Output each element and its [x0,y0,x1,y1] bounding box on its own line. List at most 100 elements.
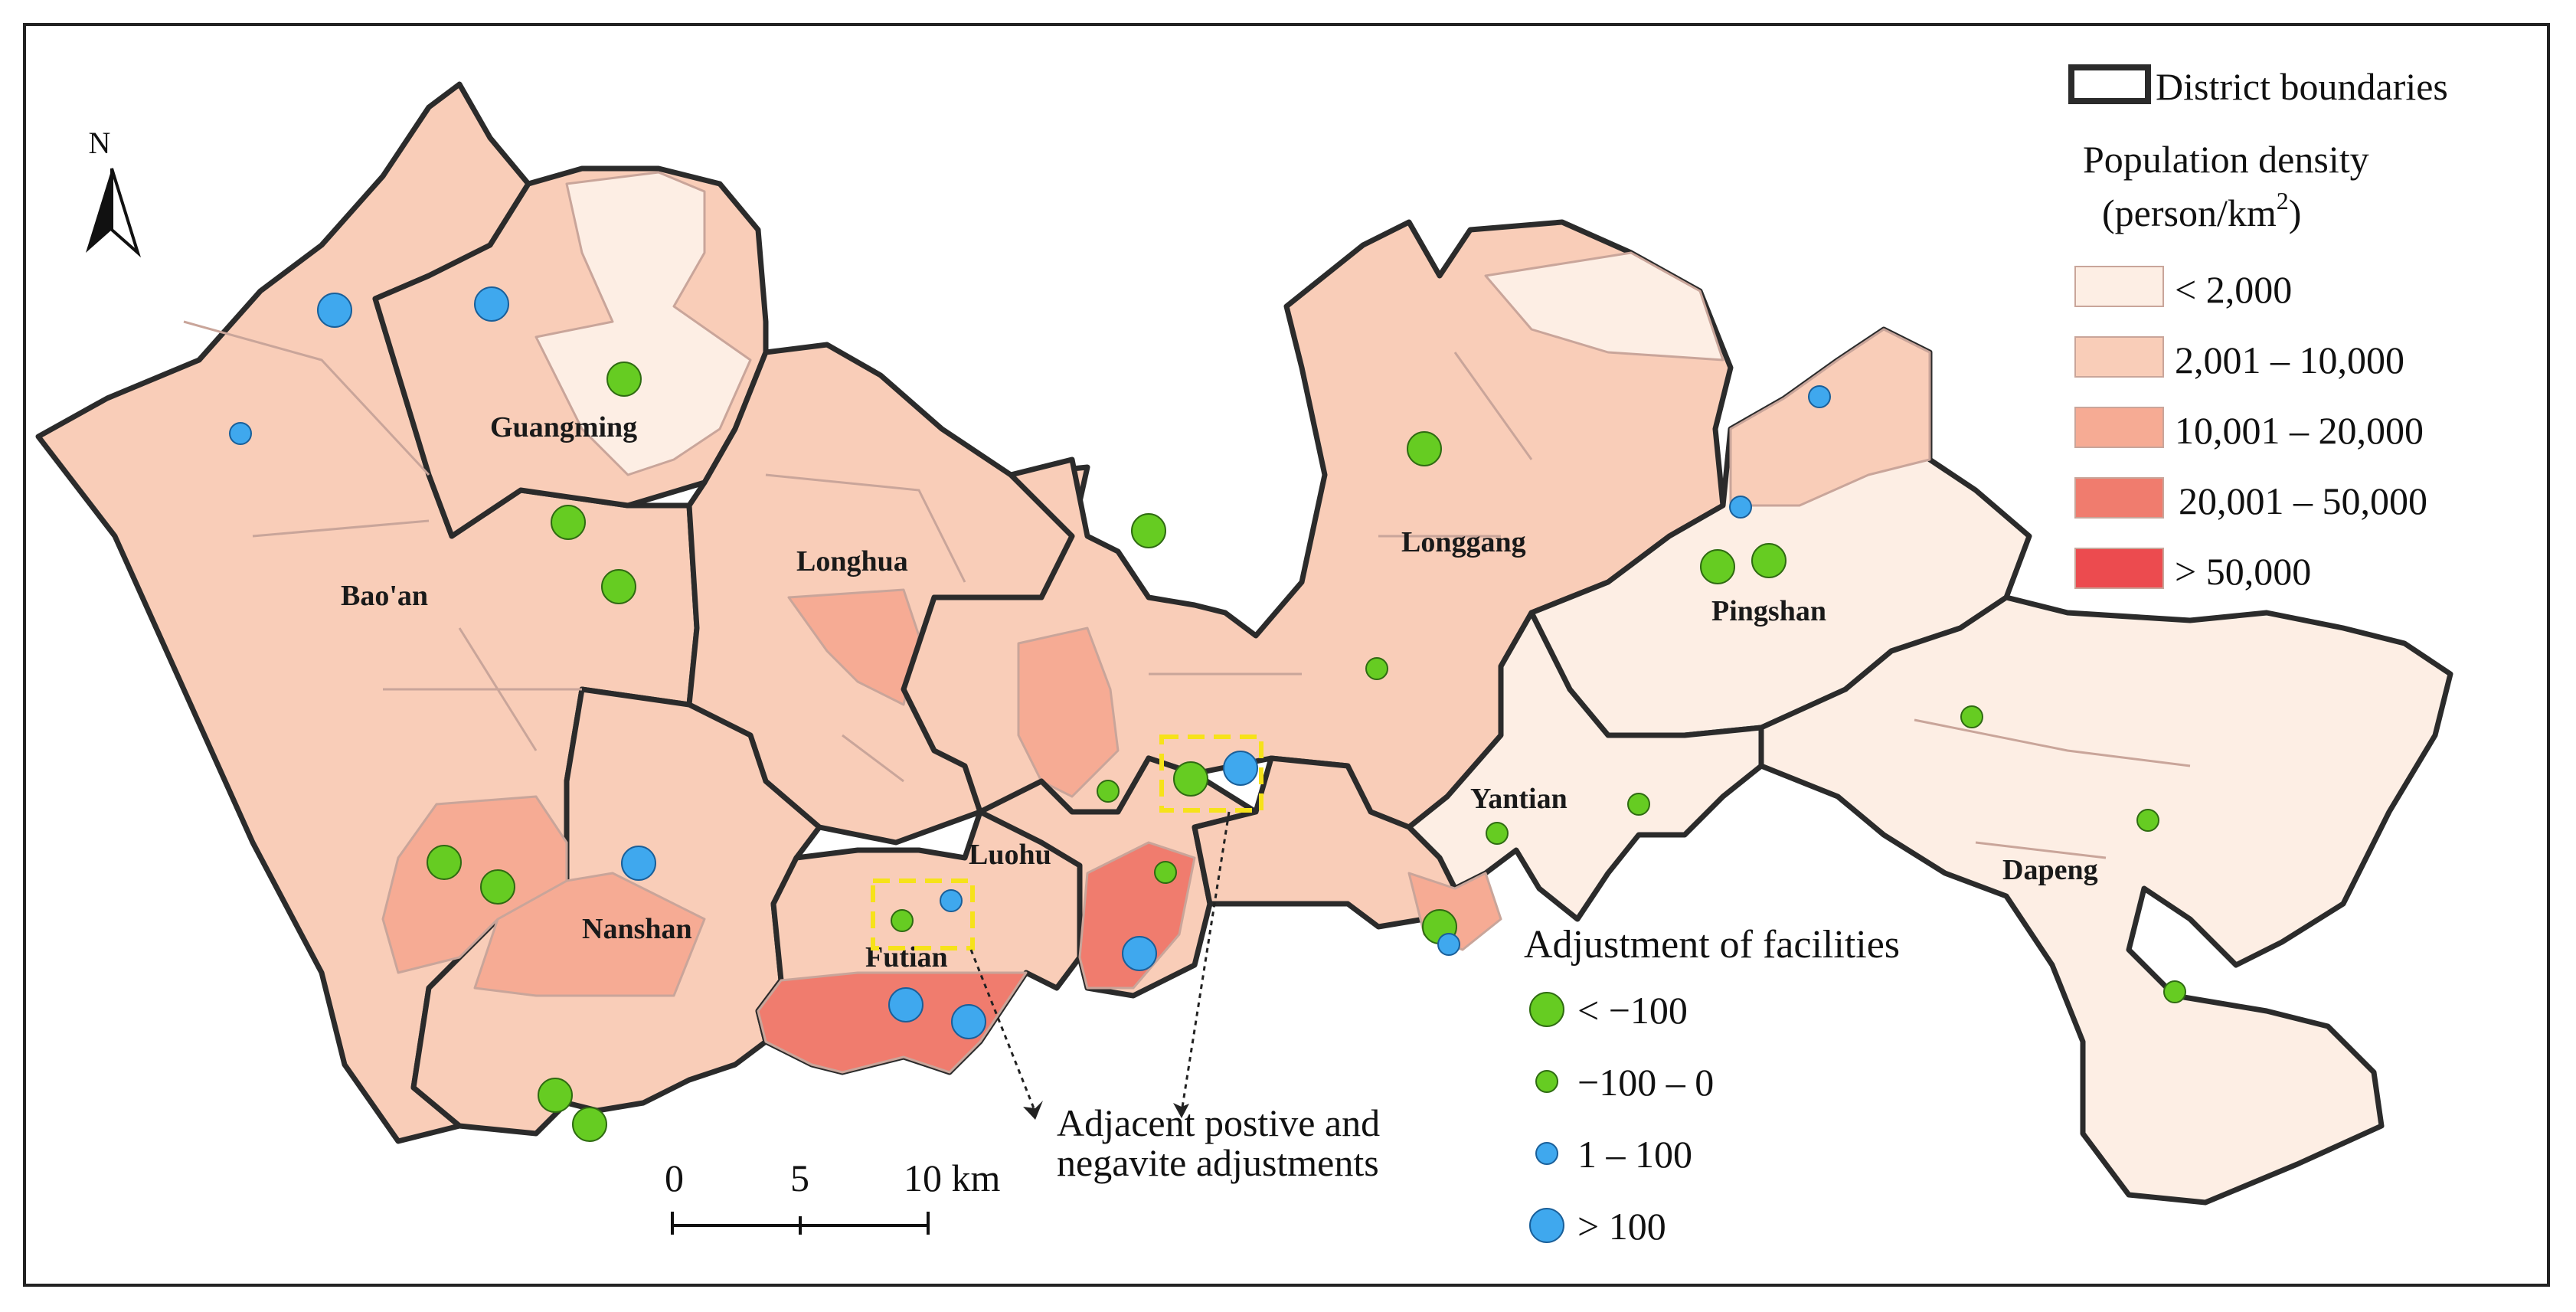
guangming-low-density-zone [534,171,752,476]
facility-positive-small [940,889,963,912]
legend-density-unit-close: ) [2289,191,2302,234]
baoan-mid-density-zone [381,795,568,974]
facility-negative-large [551,505,586,540]
nanshan-mid-density-zone [473,872,706,997]
highlight-box-longgang [1159,735,1263,813]
legend-density-swatch-2 [2074,336,2164,378]
legend-facility-class-4: > 100 [1577,1205,1666,1248]
label-longgang: Longgang [1401,526,1526,558]
longgang-low-density-zone [1484,251,1724,362]
legend-density-swatch-1 [2074,266,2164,307]
facility-negative-small [1960,705,1983,728]
annotation-line2: negavite adjustments [1057,1141,1379,1184]
facility-negative-large [538,1078,573,1113]
map-frame [23,23,2550,1287]
label-longhua: Longhua [796,545,908,577]
legend-density-swatch-5 [2074,548,2164,589]
legend-density-title-1: Population density [2083,138,2369,181]
legend-facility-class-1: < −100 [1577,989,1688,1032]
facility-negative-large [1173,761,1208,797]
facility-positive-large [1223,751,1258,786]
legend-density-class-3: 10,001 – 20,000 [2175,409,2424,452]
legend-facility-symbol-3 [1535,1142,1558,1165]
highlight-boxes [871,735,1263,950]
facility-negative-small [1097,780,1120,803]
scale-bar [671,1212,930,1235]
facility-positive-large [951,1004,986,1039]
facility-positive-large [1122,936,1157,971]
legend-facility-class-3: 1 – 100 [1577,1133,1692,1176]
legend-facilities: Adjustment of facilities < −100 −100 – 0… [1524,923,1900,1248]
facility-positive-small [1437,933,1460,956]
legend-boundary-swatch [2068,64,2151,104]
arrowhead-longgang [1173,1103,1189,1118]
facility-negative-large [601,569,636,604]
facility-negative-small [891,909,914,932]
legend-density-title-2: (person/km2) [2102,187,2301,234]
arrow-heads [1023,1101,1189,1120]
annotation-arrows [969,811,1231,1113]
subdistrict-lines [183,320,2191,859]
legend-density-class-2: 2,001 – 10,000 [2175,339,2404,381]
facility-negative-small [1486,822,1509,845]
north-arrow: N [86,126,142,258]
pingshan-upper-zone [1729,328,1931,507]
arrow-futian [969,949,1037,1113]
facility-negative-small [2136,809,2159,832]
label-yantian: Yantian [1470,783,1568,815]
legend-boundary-label: District boundaries [2156,65,2448,108]
facility-negative-small [1627,793,1650,816]
legend-density-swatch-4 [2074,477,2164,519]
label-guangming: Guangming [490,411,637,443]
scale-tick-5: 5 [790,1157,809,1199]
facility-symbols-positive [229,286,1831,1039]
legend-density: District boundaries Population density (… [2068,64,2448,593]
arrowhead-futian [1023,1101,1043,1120]
facility-positive-small [229,422,252,445]
north-arrow-left-half [86,168,112,253]
legend-facility-symbol-2 [1535,1070,1558,1093]
facility-positive-small [1808,385,1831,408]
label-luohu: Luohu [969,839,1051,871]
district-polygons [35,81,2453,1206]
legend-density-swatch-3 [2074,407,2164,448]
district-labels: Guangming Bao'an Longhua Longgang Pingsh… [341,411,2098,973]
facility-negative-large [606,362,642,397]
facility-negative-small [1154,861,1177,884]
facility-positive-large [474,286,509,322]
legend-facility-symbol-4 [1529,1208,1564,1243]
facility-negative-large [1407,431,1442,466]
annotation-line1: Adjacent postive and [1057,1101,1380,1144]
legend-density-class-5: > 50,000 [2175,550,2311,593]
highlight-box-futian [871,878,975,950]
facility-negative-large [427,845,462,880]
facility-positive-large [621,846,656,881]
scale-tick-10: 10 km [904,1157,1001,1199]
facility-negative-small [2163,980,2186,1003]
label-nanshan: Nanshan [582,913,692,945]
facility-negative-large [1700,549,1735,584]
legend-facility-class-2: −100 – 0 [1577,1061,1714,1104]
legend-density-class-4: 20,001 – 50,000 [2179,479,2427,522]
facility-negative-large [480,869,515,905]
facility-positive-large [317,293,352,328]
facility-negative-small [1365,657,1388,680]
futian-high-density-zone [757,971,1028,1074]
label-baoan: Bao'an [341,580,428,612]
legend-density-unit-sup: 2 [2277,187,2289,214]
scale-tick-0: 0 [665,1157,684,1199]
label-pingshan: Pingshan [1711,595,1826,627]
facility-positive-small [1729,496,1752,519]
label-dapeng: Dapeng [2002,854,2098,886]
facility-symbols [427,362,2186,1142]
district-dapeng [1758,594,2453,1206]
facility-positive-large [888,987,924,1022]
legend-facility-title: Adjustment of facilities [1524,923,1900,967]
facility-negative-large [1751,543,1787,578]
legend-facility-symbol-1 [1529,992,1564,1027]
facility-negative-large [572,1107,607,1142]
legend-density-class-1: < 2,000 [2175,268,2292,311]
north-arrow-right-half [110,168,142,258]
legend-density-unit: (person/km [2102,191,2277,234]
